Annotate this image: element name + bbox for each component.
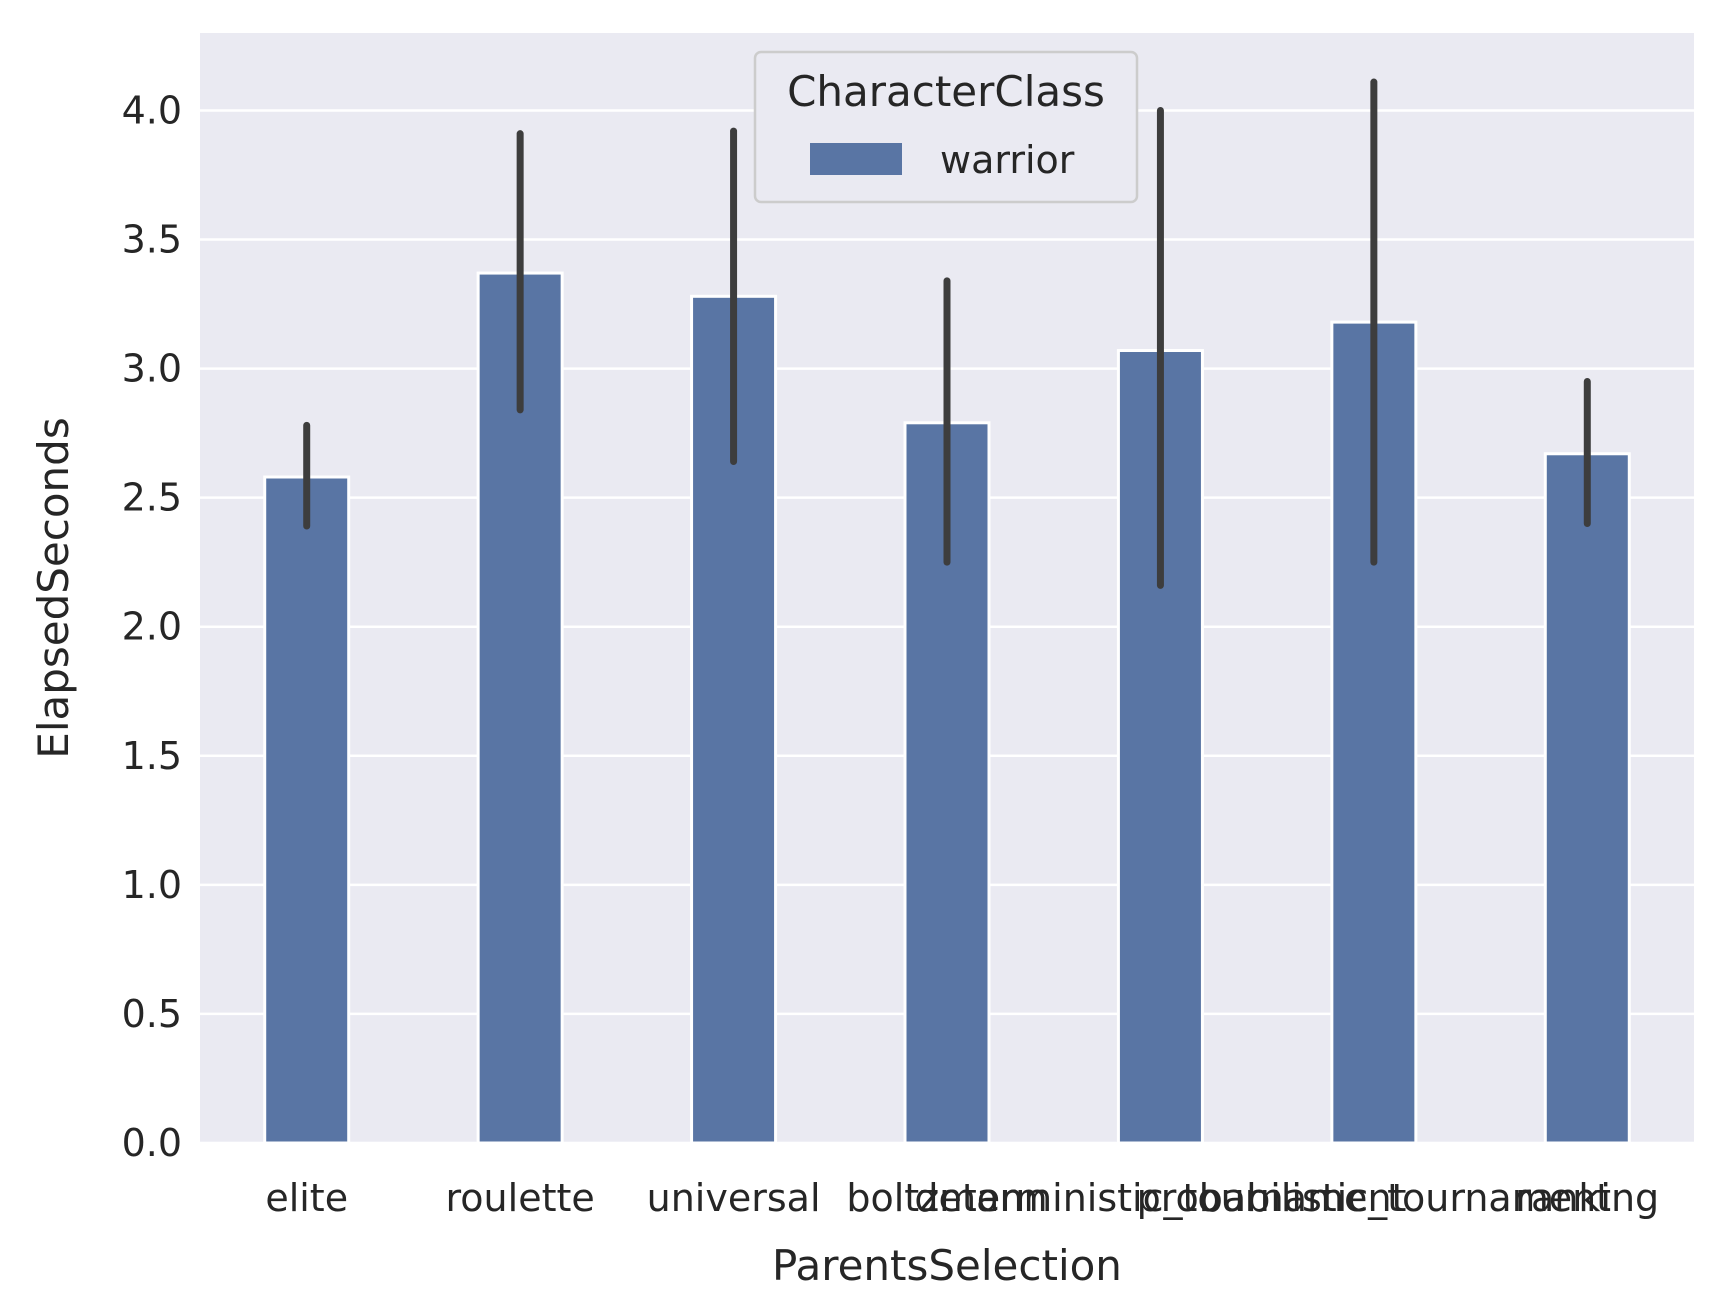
error-bars [303, 78, 1591, 589]
y-tick-label: 2.0 [122, 605, 182, 649]
x-axis-label: ParentsSelection [772, 1241, 1122, 1290]
x-tick-label: universal [647, 1176, 821, 1220]
y-tick-label: 1.0 [122, 863, 182, 907]
x-tick-label: probabilistic_tournament [1137, 1176, 1611, 1220]
x-tick-label: ranking [1515, 1176, 1659, 1220]
y-tick-label: 3.0 [122, 347, 182, 391]
x-tick-label: deterministic_tournament [914, 1176, 1406, 1220]
legend-label: warrior [940, 138, 1075, 182]
y-axis-label: ElapsedSeconds [29, 417, 78, 758]
y-tick-label: 2.5 [122, 476, 182, 520]
y-tick-label: 0.0 [122, 1121, 182, 1165]
x-tick-label: boltzmann [846, 1176, 1047, 1220]
bar-elite [263, 475, 351, 1145]
x-tick-label: elite [265, 1176, 348, 1220]
y-tick-label: 0.5 [122, 992, 182, 1036]
legend: CharacterClass warrior [753, 50, 1139, 204]
y-tick-labels: 0.0 0.5 1.0 1.5 2.0 2.5 3.0 3.5 4.0 [122, 88, 182, 1165]
x-tick-label: roulette [446, 1176, 595, 1220]
bar-ranking [1543, 452, 1631, 1145]
y-tick-label: 3.5 [122, 218, 182, 262]
legend-swatch [810, 143, 902, 175]
x-tick-labels: elite roulette universal boltzmanndetermini… [265, 1176, 1659, 1220]
y-tick-label: 1.5 [122, 734, 182, 778]
legend-title: CharacterClass [787, 67, 1105, 116]
y-tick-label: 4.0 [122, 88, 182, 132]
